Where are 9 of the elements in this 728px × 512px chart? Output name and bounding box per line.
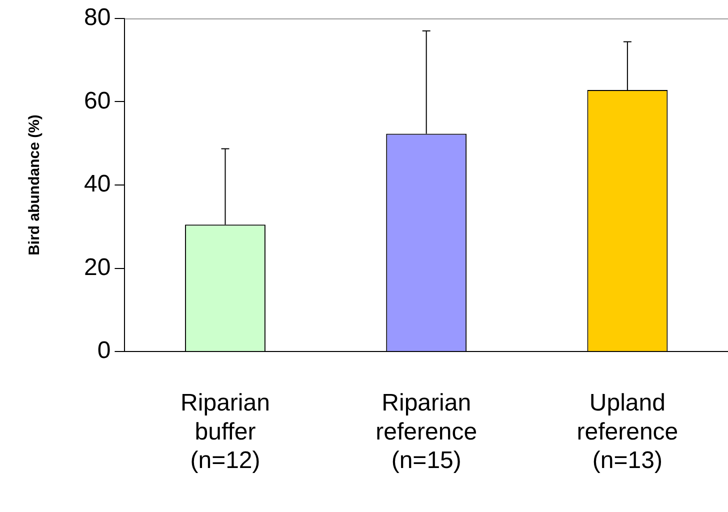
y-axis-title: Bird abundance (%) <box>26 114 44 256</box>
x-tick-label: Riparian reference (n=15) <box>376 390 478 474</box>
y-tick-label: 80 <box>84 4 111 32</box>
y-tick-label: 0 <box>97 337 111 364</box>
y-tick-label: 40 <box>84 170 111 198</box>
x-tick-label: Upland reference (n=13) <box>576 390 678 474</box>
x-tick-label: Riparian buffer (n=12) <box>180 390 270 474</box>
y-tick-label: 20 <box>84 254 111 281</box>
y-tick-label: 60 <box>84 87 111 114</box>
